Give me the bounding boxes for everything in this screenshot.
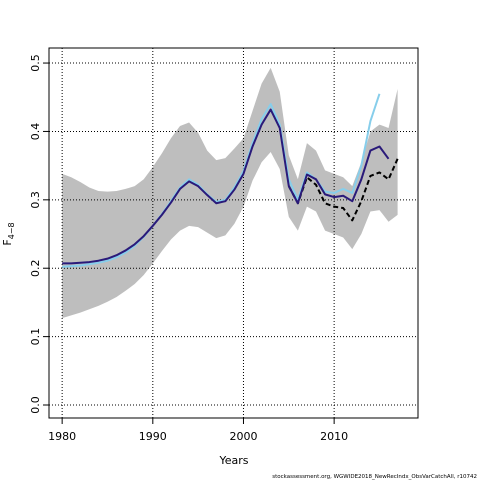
x-tick-label: 2000 [229,430,257,443]
data-line [62,93,381,268]
y-tick-label: 0.5 [29,54,42,72]
x-axis-label: Years [218,454,248,467]
data-line [62,108,390,265]
y-tick-label: 0.4 [29,123,42,141]
data-line [287,158,399,222]
y-tick-label: 0.0 [29,396,42,414]
x-tick-label: 1980 [48,430,76,443]
y-axis-label-sub: 4−8 [7,222,16,239]
x-tick-label: 1990 [139,430,167,443]
y-tick-label: 0.2 [29,259,42,277]
plot-frame [48,47,419,419]
y-tick-label: 0.1 [29,328,42,346]
x-tick-label: 2010 [320,430,348,443]
y-axis-label-main: F [1,239,14,245]
y-axis-label: F4−8 [1,222,16,245]
y-tick-label: 0.3 [29,191,42,209]
footnote: stockassessment.org, WGWIDE2018_NewRecIn… [272,474,477,480]
